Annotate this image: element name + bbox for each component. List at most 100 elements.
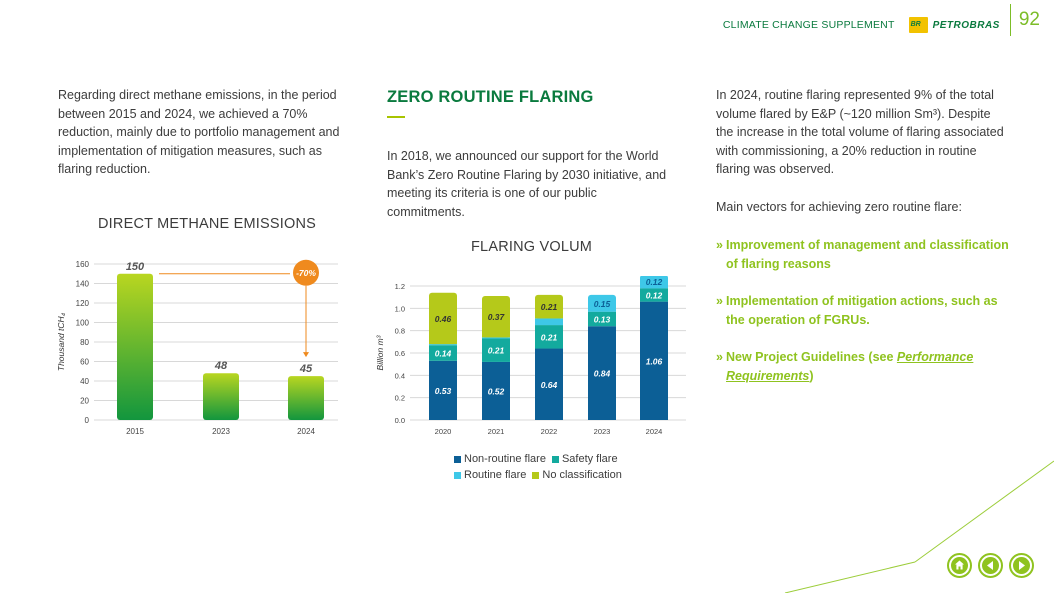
data-label: 1.06 xyxy=(646,356,663,366)
petrobras-logo: BR PETROBRAS xyxy=(908,17,1000,33)
data-label: 0.37 xyxy=(488,312,506,322)
x-tick-label: 2021 xyxy=(488,427,505,436)
methane-paragraph: Regarding direct methane emissions, in t… xyxy=(58,88,340,176)
legend-swatch xyxy=(532,471,540,479)
y-tick-label: 1.2 xyxy=(395,282,405,291)
bar-segment-fill xyxy=(535,297,563,319)
bar-segment xyxy=(429,360,457,420)
x-tick-label: 2022 xyxy=(541,427,558,436)
data-label: 0.52 xyxy=(488,386,505,396)
data-label: 48 xyxy=(214,360,228,372)
methane-emissions-chart: 0 20 40 60 80 100 120 140 160 Thousand tCH₄ 150 201… xyxy=(56,259,338,436)
bar-segment xyxy=(588,326,616,420)
data-label: 0.21 xyxy=(488,346,505,356)
data-label: 150 xyxy=(126,261,145,273)
vectors-intro: Main vectors for achieving zero routine … xyxy=(716,200,962,214)
y-tick-label: 160 xyxy=(76,260,90,269)
flaring-legend: Non-routine flare Safety flare Routine f… xyxy=(454,451,628,483)
flaring-chart-title: FLARING VOLUM xyxy=(471,239,593,255)
bar-segment xyxy=(429,345,457,361)
next-page-button[interactable] xyxy=(1009,553,1034,578)
list-item: » Implementation of mitigation actions, … xyxy=(716,292,1016,329)
section-name: CLIMATE CHANGE SUPPLEMENT xyxy=(722,19,895,31)
y-tick-label: 120 xyxy=(76,299,90,308)
data-label: 45 xyxy=(299,363,313,375)
bar xyxy=(203,373,239,420)
bar-segment xyxy=(535,348,563,420)
bullet-text-after: ) xyxy=(809,368,814,383)
bullet-text: New Project Guidelines (see Performance … xyxy=(726,348,1016,385)
legend-safety: Safety flare xyxy=(551,451,618,467)
bullet-text-before: New Project Guidelines (see xyxy=(726,350,897,364)
y-tick-label: 0 xyxy=(85,416,90,425)
legend-label: Safety flare xyxy=(561,453,618,465)
bullet-mark: » xyxy=(716,294,723,308)
bar-segment xyxy=(535,325,563,349)
legend-swatch xyxy=(551,455,559,463)
data-label: 0.12 xyxy=(646,277,663,287)
y-tick-label: 0.4 xyxy=(395,371,405,380)
y-tick-label: 0.2 xyxy=(395,394,405,403)
data-label: 0.21 xyxy=(541,302,558,312)
data-label: 0.15 xyxy=(594,299,611,309)
y-tick-label: 140 xyxy=(76,280,90,289)
x-tick-label: 2024 xyxy=(646,427,663,436)
data-label: 0.46 xyxy=(435,314,452,324)
bullet-text: Improvement of management and classifica… xyxy=(726,238,1009,271)
bullet-text: Implementation of mitigation actions, su… xyxy=(726,294,998,327)
legend-label: Routine flare xyxy=(464,469,527,481)
section-title: ZERO ROUTINE FLARING xyxy=(387,88,594,106)
list-item: » Improvement of management and classifi… xyxy=(716,236,1016,273)
data-label: 0.64 xyxy=(541,380,558,390)
reduction-badge-label: -70% xyxy=(296,268,316,278)
previous-page-button[interactable] xyxy=(978,553,1003,578)
reduction-badge xyxy=(293,259,319,286)
bullet-mark: » xyxy=(716,238,723,252)
y-tick-label: 0.8 xyxy=(395,327,405,336)
bar-segment-fill xyxy=(429,295,457,345)
performance-requirements-link[interactable]: Performance Requirements xyxy=(726,350,974,383)
bar-segment-fill xyxy=(588,297,616,312)
data-label: 0.21 xyxy=(541,332,558,342)
x-tick-label: 2024 xyxy=(297,427,315,436)
x-tick-label: 2023 xyxy=(594,427,611,436)
bar xyxy=(117,273,153,420)
home-button[interactable] xyxy=(947,553,972,578)
data-label: 0.14 xyxy=(435,349,452,359)
list-item: » New Project Guidelines (see Performanc… xyxy=(716,348,1016,385)
page-number: 92 xyxy=(1018,9,1040,30)
bar-segment-base xyxy=(429,417,457,420)
y-tick-label: 0.0 xyxy=(395,416,405,425)
bar-segment xyxy=(588,311,616,327)
logo-mark-text: BR xyxy=(910,21,921,28)
y-tick-label: 100 xyxy=(76,319,90,328)
bar-segment xyxy=(640,288,668,302)
data-label: 0.13 xyxy=(594,314,611,324)
legend-non-routine: Non-routine flare xyxy=(454,451,546,467)
legend-label: Non-routine flare xyxy=(464,453,546,465)
home-icon xyxy=(951,557,968,574)
bar-segment xyxy=(535,318,563,326)
deco-line xyxy=(914,460,1054,563)
x-tick-label: 2015 xyxy=(126,427,144,436)
y-tick-label: 60 xyxy=(80,358,89,367)
chevron-right-icon xyxy=(1013,557,1030,574)
bar-segment-fill xyxy=(640,277,668,289)
x-tick-label: 2023 xyxy=(212,427,230,436)
page-header: CLIMATE CHANGE SUPPLEMENT BR PETROBRAS 9… xyxy=(722,4,1040,36)
arrow-head xyxy=(303,352,309,358)
bar-segment xyxy=(429,344,457,346)
bar xyxy=(288,376,324,420)
y-tick-label: 20 xyxy=(80,397,89,406)
logo-text: PETROBRAS xyxy=(932,19,1000,31)
header-divider xyxy=(1009,4,1011,36)
bar-segment xyxy=(482,338,510,362)
data-label: 0.12 xyxy=(646,290,663,300)
legend-label: No classification xyxy=(542,469,622,481)
page-navigation xyxy=(941,553,1034,578)
y-tick-label: 40 xyxy=(80,377,89,386)
bar-segment xyxy=(640,301,668,420)
legend-no-classification: No classification xyxy=(532,467,622,483)
x-tick-label: 2020 xyxy=(435,427,452,436)
